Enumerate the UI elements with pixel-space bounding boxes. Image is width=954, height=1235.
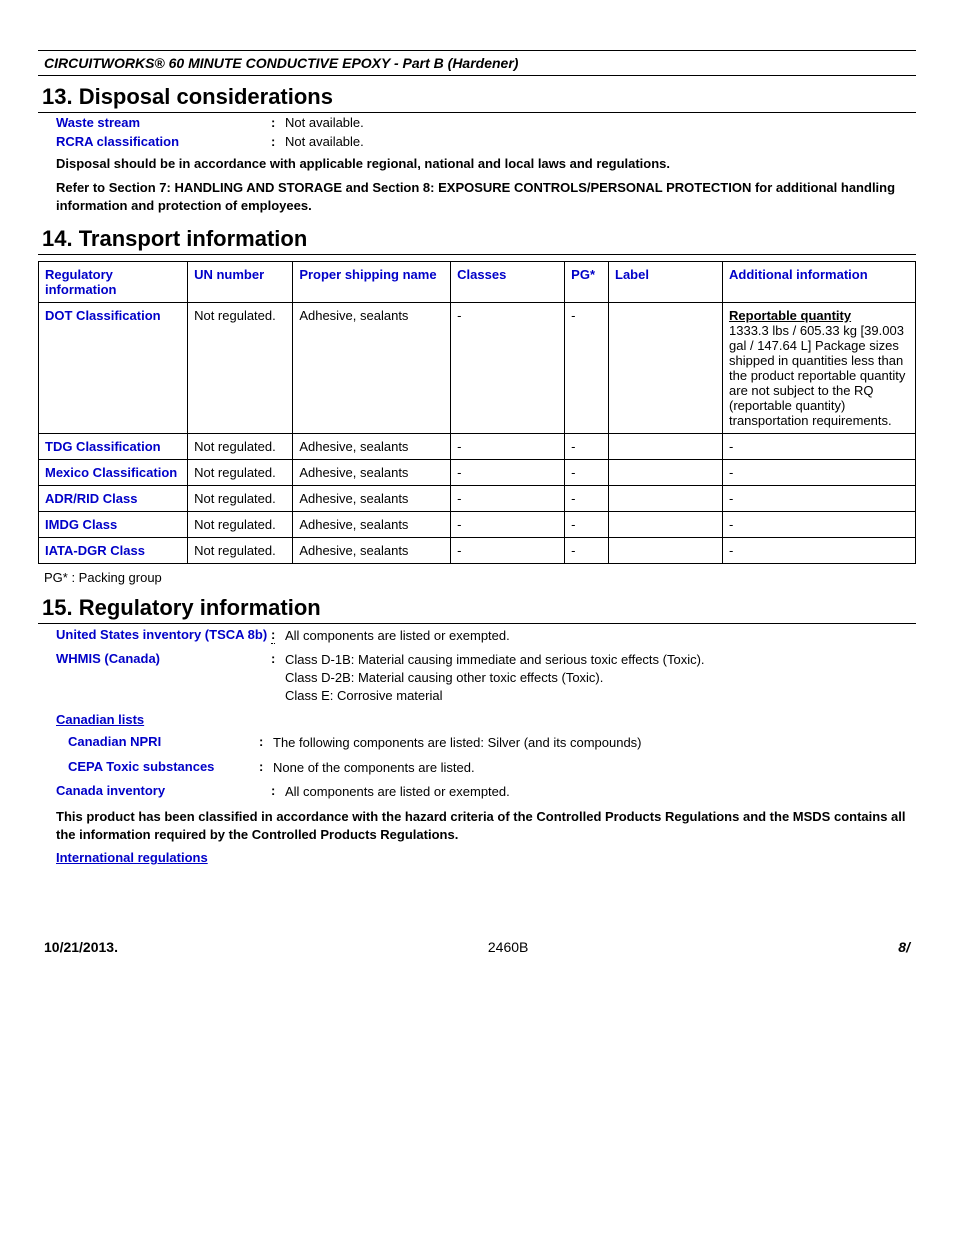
cell-pg: -: [565, 459, 609, 485]
cell-un: Not regulated.: [188, 485, 293, 511]
th-additional: Additional information: [723, 261, 916, 302]
npri-value: The following components are listed: Sil…: [273, 734, 916, 752]
canadian-lists-heading: Canadian lists: [56, 708, 916, 731]
cell-pg: -: [565, 433, 609, 459]
cell-reg: Mexico Classification: [39, 459, 188, 485]
cell-class: -: [451, 485, 565, 511]
cell-pg: -: [565, 511, 609, 537]
cell-ship: Adhesive, sealants: [293, 302, 451, 433]
cell-add: -: [723, 511, 916, 537]
th-regulatory: Regulatory information: [39, 261, 188, 302]
cell-label: [609, 537, 723, 563]
th-shipping: Proper shipping name: [293, 261, 451, 302]
waste-stream-value: Not available.: [285, 115, 912, 130]
cell-label: [609, 459, 723, 485]
cell-un: Not regulated.: [188, 459, 293, 485]
tsca-label: United States inventory (TSCA 8b): [56, 627, 271, 645]
th-classes: Classes: [451, 261, 565, 302]
cell-ship: Adhesive, sealants: [293, 511, 451, 537]
colon: :: [271, 134, 285, 149]
cell-add: -: [723, 459, 916, 485]
cell-reg: DOT Classification: [39, 302, 188, 433]
section-13-heading: 13. Disposal considerations: [38, 82, 916, 113]
disposal-para1: Disposal should be in accordance with ap…: [38, 151, 916, 175]
table-header-row: Regulatory information UN number Proper …: [39, 261, 916, 302]
cell-label: [609, 511, 723, 537]
table-row: IATA-DGR ClassNot regulated.Adhesive, se…: [39, 537, 916, 563]
cepa-value: None of the components are listed.: [273, 759, 916, 777]
cell-ship: Adhesive, sealants: [293, 537, 451, 563]
waste-stream-label: Waste stream: [56, 115, 271, 130]
npri-row: Canadian NPRI : The following components…: [56, 731, 916, 755]
th-pg: PG*: [565, 261, 609, 302]
cell-un: Not regulated.: [188, 511, 293, 537]
whmis-label: WHMIS (Canada): [56, 651, 271, 706]
cell-label: [609, 485, 723, 511]
cepa-label: CEPA Toxic substances: [56, 759, 259, 777]
cell-reg: IMDG Class: [39, 511, 188, 537]
colon: :: [259, 759, 273, 777]
tsca-value: All components are listed or exempted.: [285, 627, 916, 645]
th-label: Label: [609, 261, 723, 302]
colon: :: [271, 627, 285, 645]
footer-page: 8/: [898, 939, 910, 955]
cell-pg: -: [565, 485, 609, 511]
international-regulations-heading: International regulations: [56, 846, 916, 869]
cepa-row: CEPA Toxic substances : None of the comp…: [56, 756, 916, 780]
cell-reg: TDG Classification: [39, 433, 188, 459]
classification-para: This product has been classified in acco…: [38, 804, 916, 846]
cell-class: -: [451, 459, 565, 485]
cell-reg: ADR/RID Class: [39, 485, 188, 511]
colon: :: [271, 783, 285, 801]
rcra-label: RCRA classification: [56, 134, 271, 149]
table-row: Mexico ClassificationNot regulated.Adhes…: [39, 459, 916, 485]
footer-date: 10/21/2013.: [44, 939, 118, 955]
pg-note: PG* : Packing group: [38, 568, 916, 587]
document-header: CIRCUITWORKS® 60 MINUTE CONDUCTIVE EPOXY…: [38, 50, 916, 76]
table-row: TDG ClassificationNot regulated.Adhesive…: [39, 433, 916, 459]
canada-inventory-value: All components are listed or exempted.: [285, 783, 916, 801]
colon: :: [271, 651, 285, 706]
section-15-heading: 15. Regulatory information: [38, 593, 916, 624]
cell-un: Not regulated.: [188, 537, 293, 563]
cell-ship: Adhesive, sealants: [293, 459, 451, 485]
cell-label: [609, 433, 723, 459]
cell-add: Reportable quantity1333.3 lbs / 605.33 k…: [723, 302, 916, 433]
tsca-row: United States inventory (TSCA 8b) : All …: [56, 624, 916, 648]
cell-ship: Adhesive, sealants: [293, 433, 451, 459]
page-footer: 10/21/2013. 2460B 8/: [38, 939, 916, 955]
whmis-value: Class D-1B: Material causing immediate a…: [285, 651, 916, 706]
whmis-row: WHMIS (Canada) : Class D-1B: Material ca…: [56, 648, 916, 709]
cell-add: -: [723, 537, 916, 563]
rcra-value: Not available.: [285, 134, 912, 149]
cell-reg: IATA-DGR Class: [39, 537, 188, 563]
npri-label: Canadian NPRI: [56, 734, 259, 752]
section-14-heading: 14. Transport information: [38, 224, 916, 255]
colon: :: [271, 115, 285, 130]
colon: :: [259, 734, 273, 752]
footer-code: 2460B: [488, 939, 528, 955]
cell-add: -: [723, 433, 916, 459]
cell-pg: -: [565, 537, 609, 563]
th-un: UN number: [188, 261, 293, 302]
table-row: ADR/RID ClassNot regulated.Adhesive, sea…: [39, 485, 916, 511]
canada-inventory-label: Canada inventory: [56, 783, 271, 801]
waste-stream-row: Waste stream : Not available.: [38, 113, 916, 132]
table-row: DOT ClassificationNot regulated.Adhesive…: [39, 302, 916, 433]
cell-ship: Adhesive, sealants: [293, 485, 451, 511]
cell-label: [609, 302, 723, 433]
cell-un: Not regulated.: [188, 433, 293, 459]
cell-class: -: [451, 537, 565, 563]
table-row: IMDG ClassNot regulated.Adhesive, sealan…: [39, 511, 916, 537]
canada-inventory-row: Canada inventory : All components are li…: [56, 780, 916, 804]
cell-class: -: [451, 302, 565, 433]
disposal-para2: Refer to Section 7: HANDLING AND STORAGE…: [38, 175, 916, 217]
cell-pg: -: [565, 302, 609, 433]
rcra-row: RCRA classification : Not available.: [38, 132, 916, 151]
cell-class: -: [451, 433, 565, 459]
cell-class: -: [451, 511, 565, 537]
cell-add: -: [723, 485, 916, 511]
transport-table: Regulatory information UN number Proper …: [38, 261, 916, 564]
cell-un: Not regulated.: [188, 302, 293, 433]
